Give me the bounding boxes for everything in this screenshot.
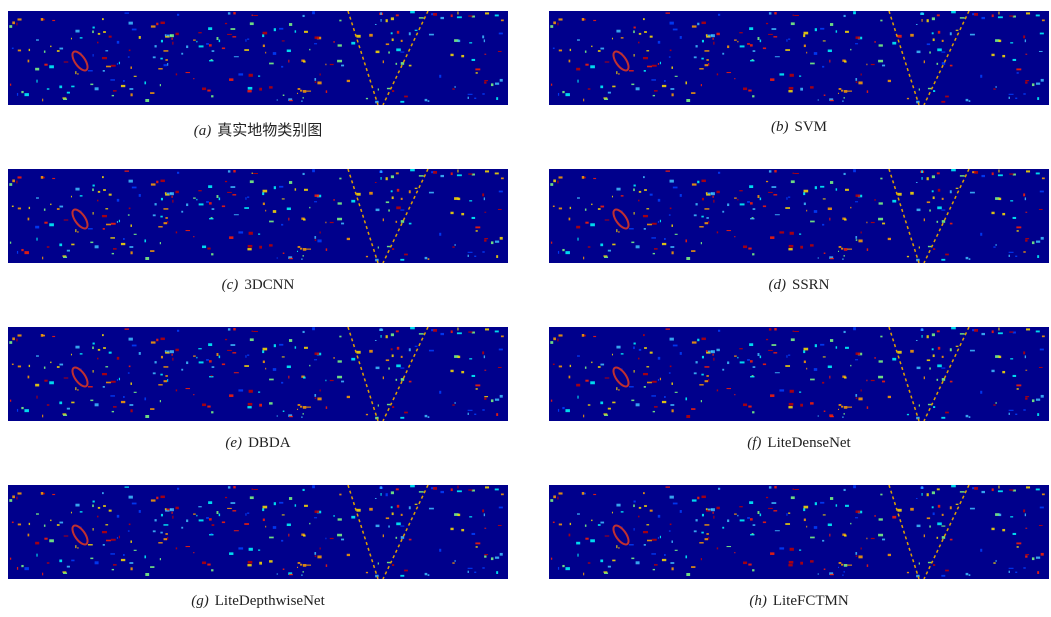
panel: (a)真实地物类别图 <box>8 11 508 105</box>
page: (a) 真实地物类别图 (b) SVM (c) 3DCNN (d) SSRN (e) DBDA (f… <box>0 0 1051 617</box>
caption: (c) 3DCNN <box>8 277 508 294</box>
classification-map <box>8 485 508 579</box>
caption: (e) DBDA <box>8 435 508 452</box>
classification-map <box>8 11 508 105</box>
panel-label: (d) <box>768 277 786 293</box>
panel: (c)3DCNN <box>8 169 508 263</box>
panel-label: (a) <box>194 123 212 139</box>
panel: (h)LiteFCTMN <box>549 485 1049 579</box>
panel: (d)SSRN <box>549 169 1049 263</box>
classification-map <box>549 327 1049 421</box>
caption-text: SSRN <box>792 277 830 293</box>
caption: (a) 真实地物类别图 <box>8 119 508 140</box>
caption: (f) LiteDenseNet <box>549 435 1049 452</box>
caption-text: LiteDepthwiseNet <box>215 593 325 609</box>
classification-map <box>8 169 508 263</box>
panel-label: (f) <box>747 435 761 451</box>
classification-map <box>549 485 1049 579</box>
classification-map <box>8 327 508 421</box>
caption-text: 真实地物类别图 <box>217 123 322 139</box>
panel-label: (h) <box>749 593 767 609</box>
caption-text: LiteDenseNet <box>767 435 850 451</box>
panel: (b)SVM <box>549 11 1049 105</box>
panel: (f)LiteDenseNet <box>549 327 1049 421</box>
panel-label: (g) <box>191 593 209 609</box>
caption-text: SVM <box>794 119 827 135</box>
panel-label: (b) <box>771 119 789 135</box>
caption-text: 3DCNN <box>244 277 294 293</box>
classification-map <box>549 11 1049 105</box>
panel: (e)DBDA <box>8 327 508 421</box>
caption-text: LiteFCTMN <box>773 593 849 609</box>
panel-label: (c) <box>222 277 239 293</box>
caption: (b) SVM <box>549 119 1049 136</box>
caption: (g) LiteDepthwiseNet <box>8 593 508 610</box>
caption: (h) LiteFCTMN <box>549 593 1049 610</box>
classification-map <box>549 169 1049 263</box>
panel: (g)LiteDepthwiseNet <box>8 485 508 579</box>
panel-label: (e) <box>225 435 242 451</box>
caption: (d) SSRN <box>549 277 1049 294</box>
caption-text: DBDA <box>248 435 291 451</box>
